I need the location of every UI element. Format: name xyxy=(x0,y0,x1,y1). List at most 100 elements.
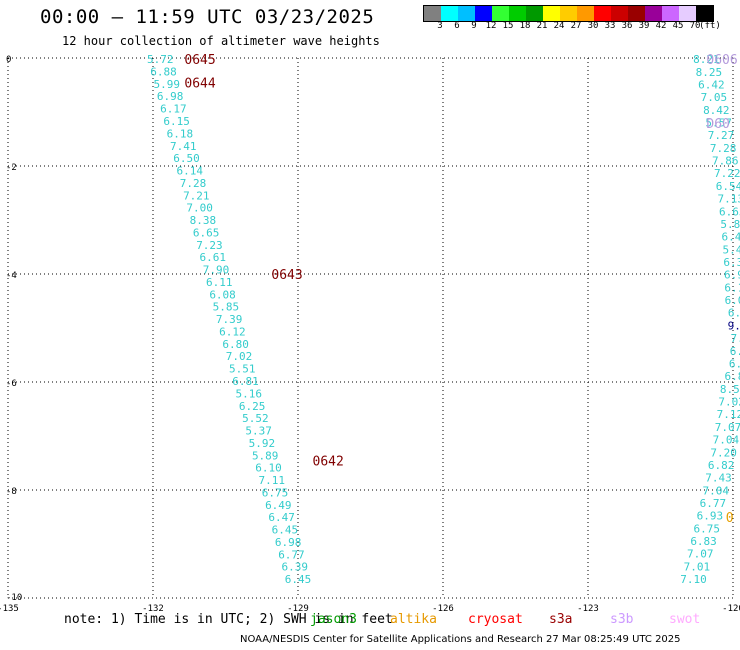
pass-time-label: 0 xyxy=(726,511,734,526)
swh-value-label: 6.61 xyxy=(199,251,226,264)
swh-value-label: 6.77 xyxy=(278,548,305,561)
swh-value-label: 7.28 xyxy=(180,177,207,190)
color-tick-label: 15 xyxy=(502,21,514,31)
swh-value-label: 6.49 xyxy=(722,231,740,244)
swh-value-label: 7.01 xyxy=(684,560,711,573)
credit-line: NOAA/NESDIS Center for Satellite Applica… xyxy=(240,634,681,645)
swh-value-label: 8.25 xyxy=(696,66,723,79)
swh-value-label: 6.10 xyxy=(255,462,282,475)
swh-value-label: 6.7 xyxy=(728,307,740,320)
color-tick-label: 12 xyxy=(485,21,497,31)
swh-value-label: 7.27 xyxy=(708,129,735,142)
swh-value-label: 7.12 xyxy=(717,408,740,421)
swh-value-label: 8.50 xyxy=(720,383,740,396)
swh-value-label: 6.45 xyxy=(285,573,312,586)
lat-lon-grid xyxy=(7,57,734,599)
swh-value-label: 6.82 xyxy=(708,459,735,472)
swh-value-label: 5.85 xyxy=(720,218,740,231)
color-swatch xyxy=(458,6,475,21)
color-swatch xyxy=(628,6,645,21)
swh-value-label: 6.12 xyxy=(219,325,246,338)
swh-value-label: 6.25 xyxy=(239,400,266,413)
swh-value-label: 7.21 xyxy=(183,189,210,202)
swh-value-label: 7.22 xyxy=(714,167,740,180)
swh-value-label: 6.98 xyxy=(157,90,184,103)
pass-time-label: 0643 xyxy=(271,268,302,283)
swh-value-label: 6.16 xyxy=(724,281,740,294)
swh-value-label: 5.51 xyxy=(229,363,256,376)
sat-label-s3b: s3b xyxy=(610,612,634,627)
note-text: note: 1) Time is in UTC; 2) SWH is in fe… xyxy=(64,612,393,627)
color-swatch xyxy=(577,6,594,21)
swh-value-label: 6.54 xyxy=(716,180,740,193)
swh-value-label: 6.17 xyxy=(160,103,187,116)
pass-time-label: 0642 xyxy=(313,454,344,469)
pass-time-labels: 0645 0644 0643 0642 0606 D60 0 xyxy=(184,53,737,526)
color-tick-label: 36 xyxy=(621,21,633,31)
color-tick-label: 24 xyxy=(553,21,565,31)
pass-time-label: 0606 xyxy=(706,53,737,68)
swh-value-label: 6.65 xyxy=(719,205,740,218)
color-swatch xyxy=(560,6,577,21)
color-tick-label: 18 xyxy=(519,21,531,31)
color-swatch xyxy=(492,6,509,21)
sat-label-cryosat: cryosat xyxy=(468,612,523,627)
swh-value-label: 5.37 xyxy=(245,425,272,438)
color-tick-label: 33 xyxy=(604,21,616,31)
swh-value-label: 6.39 xyxy=(281,561,308,574)
swh-value-label: 6.01 xyxy=(725,294,740,307)
swh-value-label: 7.90 xyxy=(203,264,230,277)
swh-value-label: 5.89 xyxy=(252,449,279,462)
swh-value-label: 8.42 xyxy=(703,104,730,117)
swh-value-label: 6.47 xyxy=(268,511,295,524)
swh-value-label: 7.10 xyxy=(680,573,707,586)
color-legend-ticks: 3 6 9 12 15 18 21 24 27 30 33 36 39 42 45 70 (ft) xyxy=(423,21,740,33)
swh-value-label: 7.13 xyxy=(717,193,740,206)
swh-value-label: 5.85 xyxy=(213,301,240,314)
swh-value-label: 6.65 xyxy=(193,226,220,239)
swh-value-label: 7.11 xyxy=(259,474,286,487)
swh-value-label: 5.72 xyxy=(147,53,174,66)
color-tick-label: 39 xyxy=(638,21,650,31)
lat-tick-label: -2 xyxy=(6,163,17,173)
swh-value-label: 6.8 xyxy=(725,370,740,383)
color-tick-label: 9 xyxy=(471,21,477,31)
swh-value-label: 8.21 xyxy=(693,53,720,66)
color-swatch xyxy=(645,6,662,21)
altimeter-tracks: 5.726.885.996.986.176.156.187.416.506.14… xyxy=(147,53,740,586)
wave-height-color-legend xyxy=(423,5,714,22)
lon-tick-label: -129 xyxy=(287,604,309,614)
lat-tick-label: -4 xyxy=(6,271,17,281)
color-tick-label: (ft) xyxy=(699,21,721,31)
swh-value-label: 6. xyxy=(730,345,740,358)
lat-tick-label: -8 xyxy=(6,487,17,497)
color-swatch xyxy=(526,6,543,21)
swh-value-label: 7.43 xyxy=(705,472,732,485)
color-swatch xyxy=(696,6,713,21)
swh-value-label: 6.83 xyxy=(690,535,717,548)
pass-time-label: 0644 xyxy=(184,76,215,91)
page-subtitle: 12 hour collection of altimeter wave hei… xyxy=(62,34,380,48)
swh-value-label: 6.81 xyxy=(232,375,259,388)
color-swatch xyxy=(441,6,458,21)
color-swatch xyxy=(679,6,696,21)
swh-value-label: 7.00 xyxy=(186,202,213,215)
swh-value-label: 5.57 xyxy=(705,116,732,129)
lon-tick-label: -126 xyxy=(432,604,454,614)
color-swatch xyxy=(424,6,441,21)
lon-tick-label: -132 xyxy=(142,604,164,614)
swh-value-label: 5.52 xyxy=(242,412,269,425)
color-tick-label: 42 xyxy=(655,21,667,31)
color-tick-label: 30 xyxy=(587,21,599,31)
pass-time-label: 0645 xyxy=(184,53,215,68)
axis-labels: 0 -2 -4 -6 -8 -10-135 -132 -129 -126 -123 -120 xyxy=(0,55,740,614)
swh-value-label: 6.75 xyxy=(694,522,721,535)
color-swatch xyxy=(611,6,628,21)
lon-tick-label: -135 xyxy=(0,604,19,614)
pass-time-label: D60 xyxy=(706,117,729,132)
swh-value-label: 6.49 xyxy=(265,499,292,512)
swh-value-label: 7.07 xyxy=(687,548,714,561)
swh-value-label: 7.86 xyxy=(712,155,739,168)
swh-value-label: 5.99 xyxy=(154,78,181,91)
lat-tick-label: -10 xyxy=(6,593,22,603)
